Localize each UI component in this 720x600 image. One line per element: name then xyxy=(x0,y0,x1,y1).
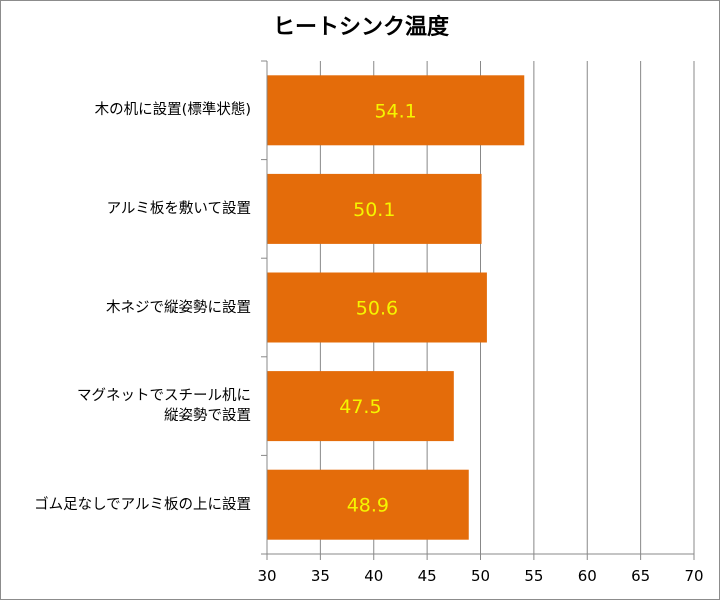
bar xyxy=(267,272,487,343)
data-label: 54.1 xyxy=(374,100,416,122)
x-tick-label: 30 xyxy=(257,567,276,585)
x-tick-label: 60 xyxy=(578,567,597,585)
bar xyxy=(267,469,469,540)
data-label: 50.1 xyxy=(353,199,395,221)
x-tick-label: 50 xyxy=(471,567,490,585)
bar xyxy=(267,173,482,244)
x-tick-label: 45 xyxy=(418,567,437,585)
bar xyxy=(267,75,525,146)
x-tick-label: 40 xyxy=(364,567,383,585)
bar xyxy=(267,371,454,442)
chart-title: ヒートシンク温度 xyxy=(272,15,449,40)
category-label: ゴム足なしでアルミ板の上に設置 xyxy=(34,496,251,513)
x-tick-label: 65 xyxy=(631,567,650,585)
x-tick-label: 70 xyxy=(684,567,703,585)
category-label: 木ネジで縦姿勢に設置 xyxy=(106,299,251,316)
data-label: 48.9 xyxy=(347,495,389,517)
category-label: 木の机に設置(標準状態) xyxy=(94,102,251,119)
category-label: マグネットでスチール机に 縦姿勢で設置 xyxy=(77,388,251,425)
data-label: 50.6 xyxy=(356,298,398,320)
data-label: 47.5 xyxy=(339,396,381,418)
category-label: アルミ板を敷いて設置 xyxy=(106,200,251,217)
x-tick-label: 35 xyxy=(311,567,330,585)
x-tick-label: 55 xyxy=(524,567,543,585)
